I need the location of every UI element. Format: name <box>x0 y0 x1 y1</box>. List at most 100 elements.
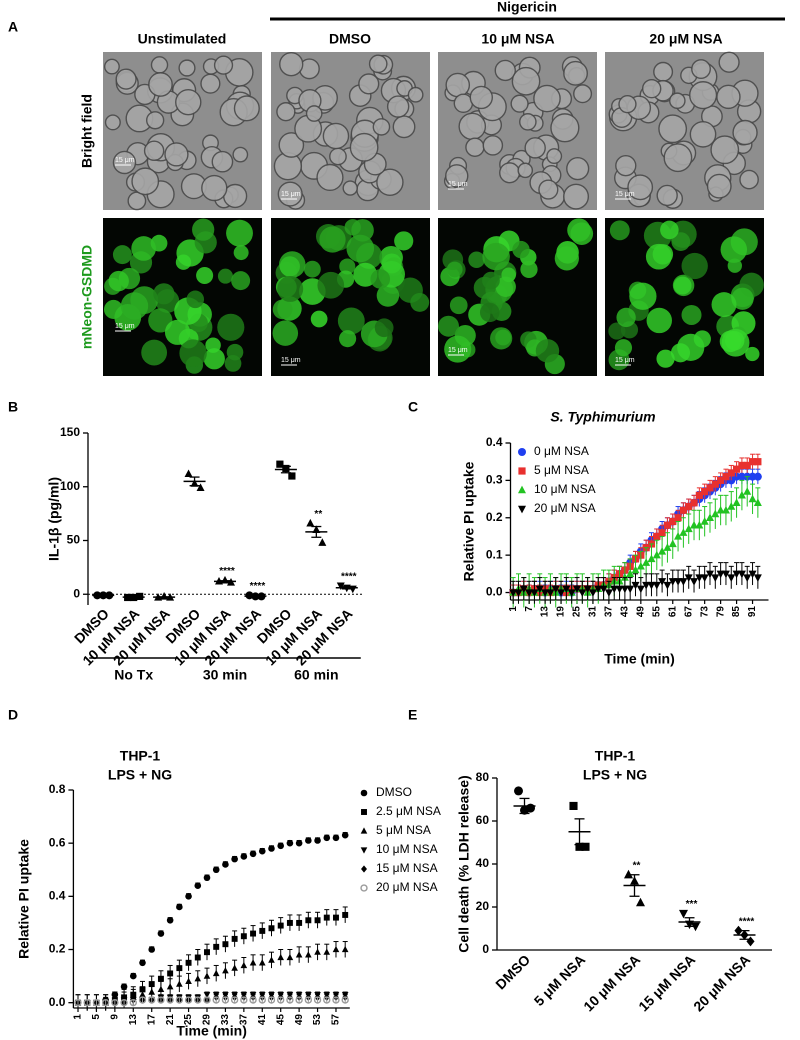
x-tick-label: 31 <box>588 606 599 618</box>
scale-bar-label: 15 μm <box>115 323 135 330</box>
cell <box>342 180 358 196</box>
marker <box>111 999 119 1007</box>
y-tick-label: 20 <box>476 899 490 913</box>
cell <box>444 335 472 363</box>
y-tick-label: 100 <box>60 479 80 493</box>
significance: ** <box>633 860 641 871</box>
cell <box>131 236 156 261</box>
x-tick-label: 25 <box>572 606 583 618</box>
cell <box>646 307 672 334</box>
marker <box>323 948 331 955</box>
panel-letter: C <box>408 399 418 415</box>
cell <box>653 61 674 82</box>
marker <box>684 524 693 533</box>
cell <box>349 132 379 162</box>
marker <box>642 558 651 566</box>
cell <box>310 310 328 328</box>
cell <box>178 59 196 77</box>
marker <box>277 842 285 850</box>
marker <box>668 539 677 548</box>
marker <box>288 472 296 480</box>
y-tick-label: 0.1 <box>486 547 503 561</box>
cell <box>499 162 521 184</box>
cell <box>681 252 708 280</box>
marker <box>157 975 164 982</box>
cell <box>554 246 579 271</box>
marker <box>120 983 128 991</box>
marker <box>268 956 275 963</box>
scale-bar-label: 15 μm <box>115 157 135 164</box>
marker <box>727 469 735 477</box>
cell <box>608 322 626 340</box>
y-tick-label: 0.8 <box>49 782 66 796</box>
cell <box>669 92 686 110</box>
marker <box>514 589 523 597</box>
cell <box>512 240 530 259</box>
marker <box>737 570 746 579</box>
marker <box>221 996 230 1004</box>
cell <box>614 339 633 357</box>
marker <box>245 591 254 600</box>
marker <box>620 573 629 581</box>
marker <box>567 589 576 597</box>
marker <box>360 789 368 797</box>
cell <box>520 260 538 278</box>
y-axis-label: IL-1β (pg/ml) <box>46 477 62 561</box>
marker <box>743 461 751 470</box>
cell <box>231 271 251 291</box>
cell <box>175 88 202 116</box>
marker <box>518 448 526 456</box>
significance: **** <box>341 571 357 582</box>
legend-label: 10 μM NSA <box>534 482 596 496</box>
scale-bar-label: 15 μm <box>615 191 635 198</box>
marker <box>304 996 313 1004</box>
cell <box>337 307 365 335</box>
cell <box>196 266 214 285</box>
marker <box>240 853 248 860</box>
scale-bar-label: 15 μm <box>448 181 468 188</box>
marker <box>652 581 661 590</box>
cell <box>660 220 679 240</box>
panel-letter: B <box>8 399 18 415</box>
x-tick-label: 79 <box>715 606 726 618</box>
cell <box>386 95 410 118</box>
marker <box>250 930 257 937</box>
marker <box>249 850 257 858</box>
chart-subtitle: LPS + NG <box>583 767 647 783</box>
marker <box>259 927 266 934</box>
x-tick-label: 10 μM NSA <box>580 951 643 1014</box>
cell <box>618 95 637 114</box>
legend-label: 5 μM NSA <box>534 463 589 477</box>
marker <box>333 914 339 921</box>
cell <box>465 137 485 157</box>
legend-label: 0 μM NSA <box>534 444 589 458</box>
cell <box>671 232 691 251</box>
x-tick-label: 37 <box>604 606 615 618</box>
marker <box>658 547 667 555</box>
cell <box>145 111 165 130</box>
y-axis-label: Relative PI uptake <box>16 839 32 959</box>
column-label: 10 μM NSA <box>481 31 554 47</box>
cell <box>279 256 300 277</box>
marker <box>277 953 284 961</box>
marker <box>626 569 635 578</box>
cell <box>538 179 559 200</box>
marker <box>642 581 651 590</box>
marker <box>706 484 714 492</box>
marker <box>604 589 613 597</box>
x-tick-label: 9 <box>110 1014 121 1020</box>
marker <box>203 996 211 1004</box>
y-tick-label: 0.2 <box>486 510 503 524</box>
marker <box>717 476 725 484</box>
marker <box>295 996 303 1004</box>
cell <box>616 307 636 328</box>
y-tick-label: 0.4 <box>486 435 503 449</box>
marker <box>212 969 220 977</box>
marker <box>578 589 587 597</box>
marker <box>185 959 192 966</box>
marker <box>690 578 699 586</box>
marker <box>323 834 331 842</box>
cell <box>410 292 430 312</box>
group-label: 60 min <box>294 667 338 683</box>
